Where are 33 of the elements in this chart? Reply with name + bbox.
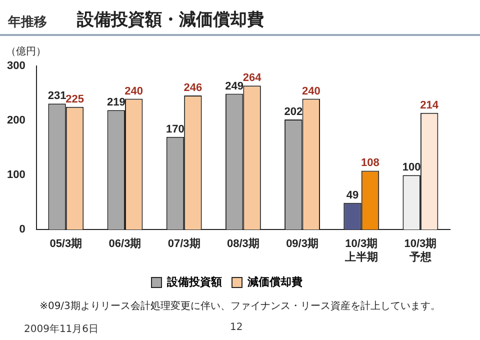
y-axis-title: （億円） [6,46,46,58]
chart-subtitle: 年推移 [8,14,47,31]
data-label: 100 [402,162,421,174]
x-tick-label: 07/3期 [168,237,200,250]
data-label: 231 [48,90,66,102]
x-tick-label: 09/3期 [286,237,318,250]
text: 2009年11月6日 [24,323,99,336]
data-label: 240 [124,85,144,98]
data-label: 170 [166,123,184,136]
data-label: 202 [284,106,303,118]
data-label: 108 [361,157,380,170]
x-tick-label: 10/3期上半期 [344,237,378,264]
y-tick-label: 300 [6,60,26,72]
data-label: 246 [184,82,202,94]
text: ※09/3期よりリース会計処理変更に伴い、ファイナンス・リース資産を計上しています。 [38,300,442,313]
x-tick-label: 05/3期 [50,237,82,250]
data-label: 49 [346,189,359,202]
chart-title: 設備投資額・減価償却費 [77,9,264,31]
data-label: 225 [66,93,84,106]
text: 12 [230,322,243,333]
x-tick-label: 08/3期 [226,237,260,250]
y-tick-label: 100 [6,169,26,182]
x-tick-label: 06/3期 [108,237,142,250]
legend-label: 設備投資額 [166,276,222,289]
data-label: 214 [420,99,440,112]
y-tick-label: 0 [19,224,26,236]
y-tick-label: 200 [6,114,26,127]
data-label: 240 [302,85,320,98]
data-label: 264 [242,72,262,84]
data-label: 249 [225,80,244,92]
data-label: 219 [106,96,126,109]
x-tick-label: 10/3期予想 [404,237,437,264]
legend-label: 減価償却費 [246,276,302,289]
